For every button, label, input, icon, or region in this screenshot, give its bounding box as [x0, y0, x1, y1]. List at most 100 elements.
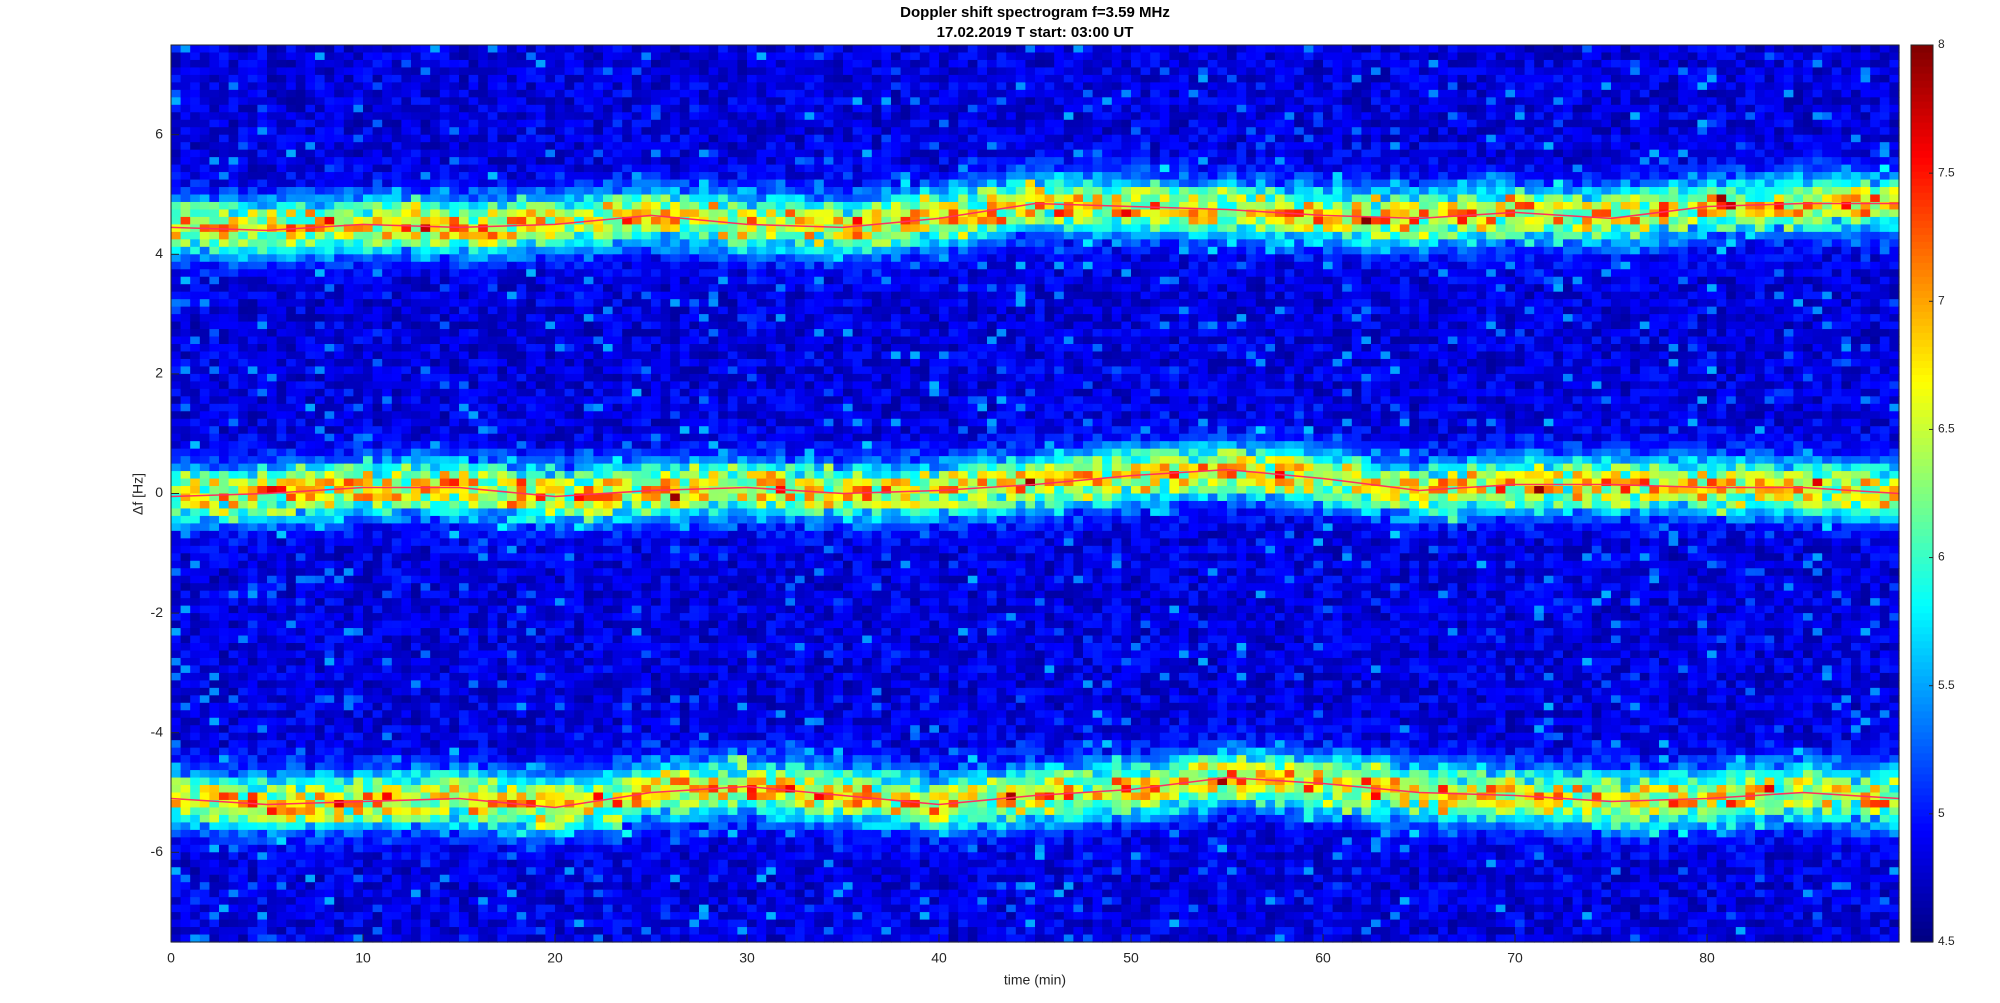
spectrogram-cell	[488, 284, 498, 292]
spectrogram-cell	[401, 815, 411, 823]
spectrogram-cell	[373, 763, 383, 771]
spectrogram-cell	[536, 643, 546, 651]
spectrogram-cell	[478, 703, 488, 711]
spectrogram-cell	[507, 710, 517, 718]
spectrogram-cell	[469, 322, 479, 330]
spectrogram-cell	[430, 426, 440, 434]
spectrogram-cell	[363, 785, 373, 793]
spectrogram-cell	[392, 568, 402, 576]
spectrogram-cell	[382, 60, 392, 68]
spectrogram-cell	[382, 905, 392, 913]
spectrogram-cell	[363, 725, 373, 733]
spectrogram-cell	[401, 247, 411, 255]
spectrogram-cell	[353, 852, 363, 860]
spectrogram-cell	[296, 890, 306, 898]
spectrogram-cell	[305, 830, 315, 838]
spectrogram-cell	[469, 725, 479, 733]
spectrogram-cell	[469, 486, 479, 494]
spectrogram-cell	[209, 688, 219, 696]
spectrogram-cell	[536, 307, 546, 315]
spectrogram-cell	[171, 277, 181, 285]
spectrogram-cell	[517, 531, 527, 539]
spectrogram-cell	[392, 247, 402, 255]
spectrogram-cell	[325, 464, 335, 472]
spectrogram-cell	[229, 830, 239, 838]
spectrogram-cell	[315, 82, 325, 90]
spectrogram-cell	[315, 897, 325, 905]
spectrogram-cell	[421, 456, 431, 464]
spectrogram-cell	[478, 508, 488, 516]
spectrogram-cell	[507, 381, 517, 389]
spectrogram-cell	[209, 553, 219, 561]
spectrogram-cell	[190, 67, 200, 75]
spectrogram-cell	[267, 680, 277, 688]
spectrogram-cell	[459, 658, 469, 666]
spectrogram-cell	[229, 120, 239, 128]
spectrogram-cell	[296, 785, 306, 793]
spectrogram-cell	[478, 890, 488, 898]
spectrogram-cell	[373, 411, 383, 419]
spectrogram-cell	[344, 67, 354, 75]
spectrogram-cell	[181, 688, 191, 696]
spectrogram-cell	[353, 830, 363, 838]
spectrogram-cell	[315, 471, 325, 479]
spectrogram-cell	[392, 598, 402, 606]
spectrogram-cell	[257, 112, 267, 120]
spectrogram-cell	[488, 411, 498, 419]
spectrogram-cell	[536, 785, 546, 793]
spectrogram-cell	[421, 748, 431, 756]
spectrogram-cell	[373, 770, 383, 778]
spectrogram-cell	[488, 628, 498, 636]
spectrogram-cell	[171, 471, 181, 479]
spectrogram-cell	[517, 434, 527, 442]
spectrogram-cell	[545, 830, 555, 838]
spectrogram-cell	[411, 142, 421, 150]
spectrogram-cell	[430, 740, 440, 748]
spectrogram-cell	[507, 882, 517, 890]
spectrogram-cell	[219, 576, 229, 584]
spectrogram-cell	[315, 426, 325, 434]
spectrogram-cell	[517, 180, 527, 188]
spectrogram-cell	[171, 778, 181, 786]
spectrogram-cell	[545, 538, 555, 546]
spectrogram-cell	[325, 351, 335, 359]
spectrogram-cell	[392, 337, 402, 345]
spectrogram-cell	[469, 456, 479, 464]
spectrogram-cell	[459, 307, 469, 315]
spectrogram-cell	[296, 314, 306, 322]
spectrogram-cell	[315, 396, 325, 404]
spectrogram-cell	[334, 912, 344, 920]
spectrogram-cell	[171, 815, 181, 823]
spectrogram-cell	[257, 247, 267, 255]
spectrogram-cell	[305, 546, 315, 554]
spectrogram-cell	[555, 329, 565, 337]
spectrogram-cell	[296, 135, 306, 143]
spectrogram-cell	[238, 90, 248, 98]
spectrogram-cell	[449, 254, 459, 262]
spectrogram-cell	[190, 905, 200, 913]
spectrogram-cell	[219, 643, 229, 651]
spectrogram-cell	[286, 703, 296, 711]
spectrogram-cell	[401, 740, 411, 748]
spectrogram-cell	[517, 583, 527, 591]
spectrogram-cell	[171, 740, 181, 748]
spectrogram-cell	[209, 763, 219, 771]
spectrogram-cell	[507, 82, 517, 90]
spectrogram-cell	[488, 389, 498, 397]
spectrogram-cell	[363, 254, 373, 262]
spectrogram-cell	[507, 740, 517, 748]
spectrogram-cell	[334, 598, 344, 606]
spectrogram-cell	[421, 665, 431, 673]
spectrogram-cell	[344, 890, 354, 898]
spectrogram-cell	[536, 890, 546, 898]
spectrogram-cell	[478, 927, 488, 935]
spectrogram-cell	[536, 688, 546, 696]
spectrogram-cell	[286, 314, 296, 322]
spectrogram-cell	[555, 277, 565, 285]
spectrogram-cell	[478, 673, 488, 681]
spectrogram-cell	[526, 67, 536, 75]
spectrogram-cell	[565, 471, 575, 479]
spectrogram-cell	[440, 598, 450, 606]
spectrogram-cell	[200, 897, 210, 905]
spectrogram-cell	[478, 733, 488, 741]
